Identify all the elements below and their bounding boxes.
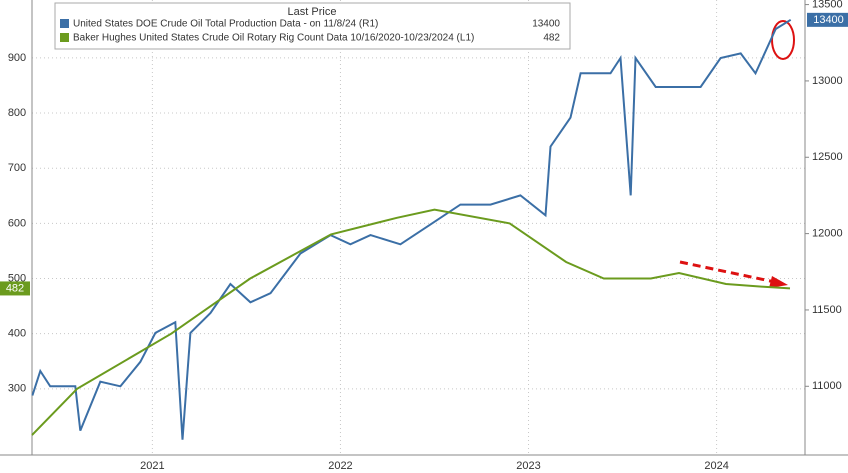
legend-label: Baker Hughes United States Crude Oil Rot… — [73, 33, 474, 44]
legend-value: 482 — [543, 33, 560, 44]
x-tick-label: 2023 — [516, 460, 540, 472]
legend: Last Price United States DOE Crude Oil T… — [54, 2, 571, 50]
trend-arrow — [679, 260, 776, 284]
last-value-box — [807, 12, 848, 27]
last-value-label: 482 — [6, 282, 24, 294]
x-tick-label: 2024 — [704, 460, 728, 472]
y2-tick-label: 13500 — [812, 0, 843, 10]
y-tick-label: 800 — [8, 107, 26, 119]
legend-label: United States DOE Crude Oil Total Produc… — [73, 19, 378, 30]
y2-tick-label: 13000 — [812, 75, 843, 87]
legend-swatch — [60, 19, 69, 28]
y2-tick-label: 12000 — [812, 228, 843, 240]
y2-tick-label: 11000 — [812, 380, 842, 392]
y-tick-label: 400 — [8, 328, 26, 340]
legend-swatch — [60, 33, 69, 42]
last-value-label: 13400 — [813, 14, 844, 26]
last-value-box — [0, 281, 30, 296]
y-tick-label: 700 — [8, 162, 26, 174]
legend-title: Last Price — [288, 6, 337, 18]
x-tick-label: 2022 — [328, 460, 352, 472]
y-tick-label: 500 — [8, 272, 26, 284]
y-tick-label: 900 — [8, 52, 26, 64]
series-line — [31, 18, 792, 440]
highlight-ellipse — [771, 20, 795, 60]
legend-value: 13400 — [532, 19, 560, 30]
y-tick-label: 300 — [8, 383, 26, 395]
y2-tick-label: 12500 — [812, 151, 843, 163]
y-tick-label: 600 — [8, 217, 26, 229]
series-line — [31, 208, 791, 436]
x-tick-label: 2021 — [140, 460, 164, 472]
y2-tick-label: 11500 — [812, 304, 842, 316]
legend-box — [54, 2, 571, 50]
arrow-head — [769, 276, 788, 288]
